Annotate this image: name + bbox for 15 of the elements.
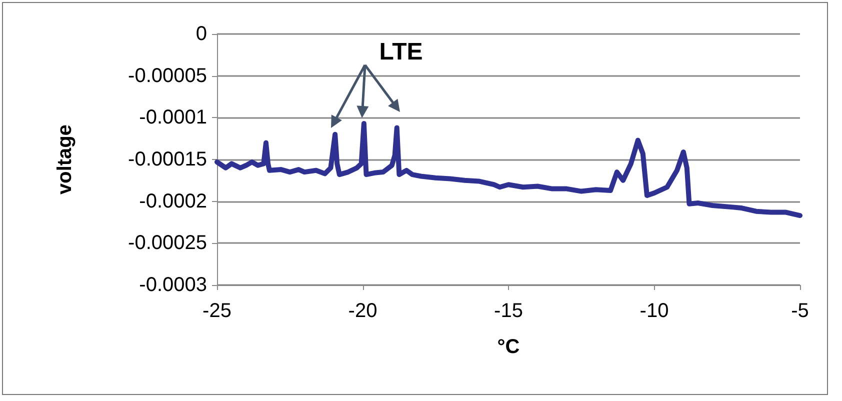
x-tick-label: -10 [640, 300, 669, 322]
x-axis-title: °C [497, 336, 520, 358]
x-tick-label: -5 [791, 300, 809, 322]
x-tick-label: -15 [494, 300, 523, 322]
x-tick-label: -25 [202, 300, 232, 322]
y-tick-label: 0 [196, 23, 207, 45]
annotation: LTE [379, 38, 423, 66]
x-tick-label: -20 [348, 300, 378, 322]
y-axis-title: voltage [54, 124, 76, 195]
y-tick-label: -0.0003 [139, 274, 207, 296]
y-tick-label: -0.00025 [128, 232, 207, 254]
y-tick-label: -0.0001 [139, 106, 207, 129]
y-tick-label: -0.00015 [128, 148, 207, 170]
y-tick-label: -0.0002 [139, 190, 207, 212]
y-tick-label: -0.00005 [128, 64, 207, 87]
